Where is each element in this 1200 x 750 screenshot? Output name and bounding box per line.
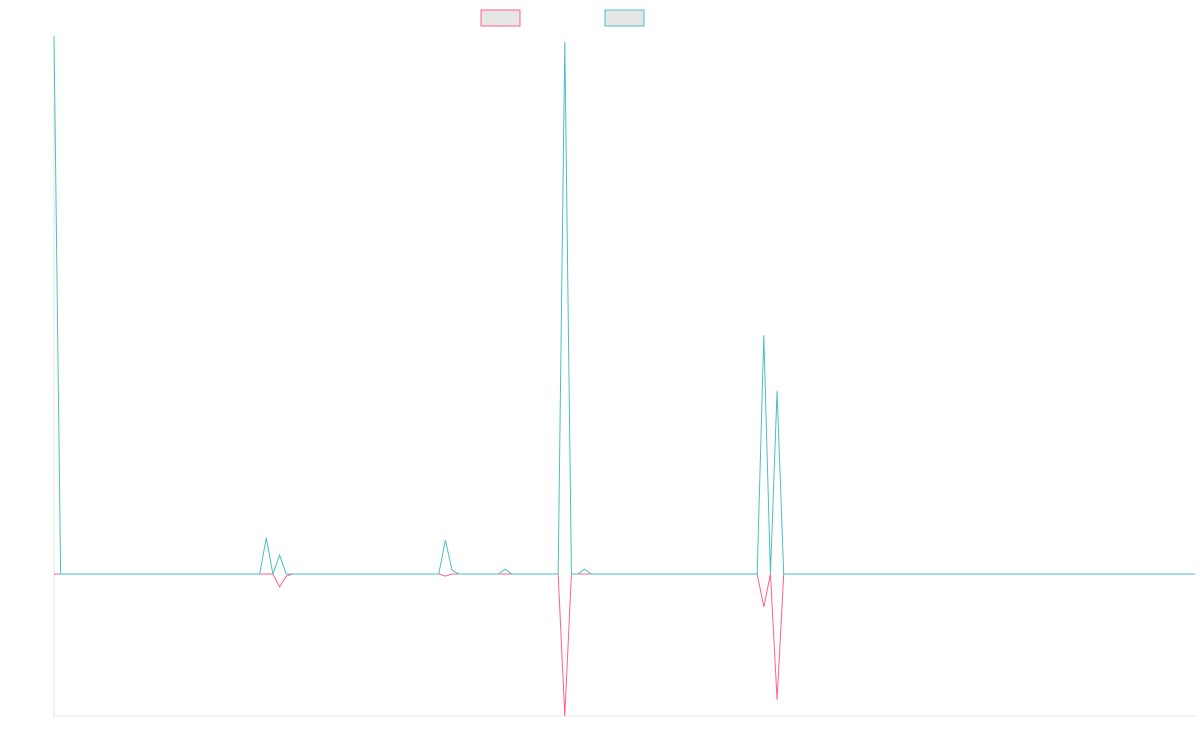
series-line [53, 35, 1195, 576]
series-line [54, 573, 1195, 717]
legend-swatch [604, 9, 645, 27]
legend-swatch [480, 9, 521, 27]
